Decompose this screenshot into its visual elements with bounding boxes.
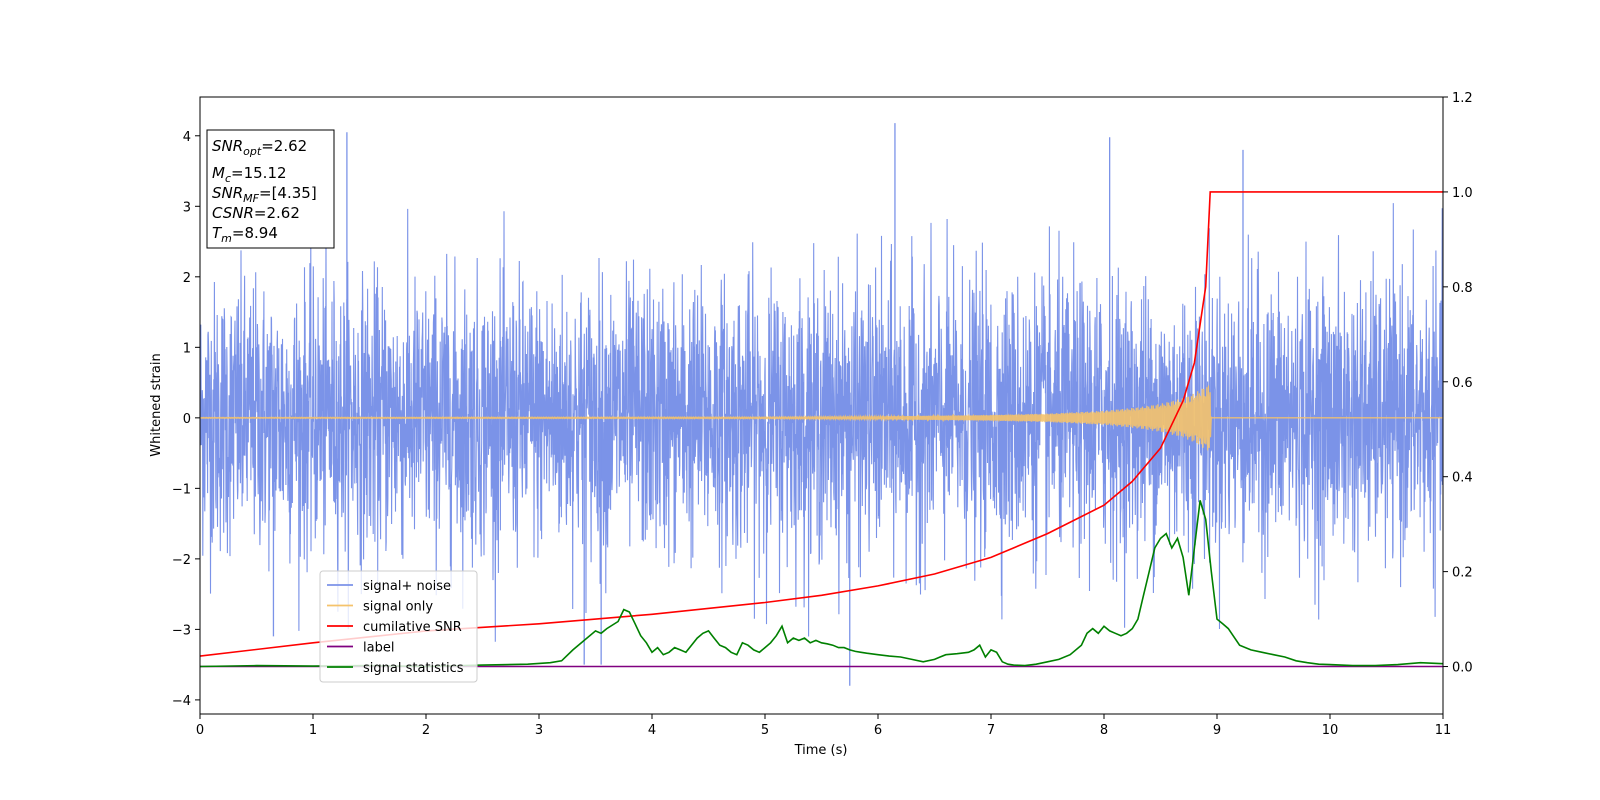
x-tick-label: 5 xyxy=(761,723,769,738)
info-box: SNRopt=2.62 Mc=15.12 SNRMF=[4.35] CSNR=2… xyxy=(206,129,335,249)
series-layer xyxy=(200,123,1443,686)
y-right-tick-label: 0.0 xyxy=(1452,661,1473,676)
y-right-tick-label: 1.0 xyxy=(1452,186,1473,201)
info-snr-mf: SNRMF=[4.35] xyxy=(212,184,317,205)
y-left-tick-label: −1 xyxy=(172,482,191,497)
series-signal-noise xyxy=(200,203,1443,642)
y-left-tick-label: 1 xyxy=(183,341,191,356)
y-right-tick-label: 0.8 xyxy=(1452,281,1473,296)
x-tick-label: 8 xyxy=(1100,723,1108,738)
info-snr-opt: SNRopt=2.62 xyxy=(212,137,307,158)
series-signal-only xyxy=(200,385,1443,451)
y-left-tick-label: 3 xyxy=(183,200,191,215)
info-mc: Mc=15.12 xyxy=(212,164,287,185)
info-csnr: CSNR=2.62 xyxy=(212,204,300,222)
y-left-tick-label: −3 xyxy=(172,623,191,638)
x-tick-label: 1 xyxy=(309,723,317,738)
info-tm: Tm=8.94 xyxy=(212,224,278,245)
y-axis-label: Whitened strain xyxy=(149,353,164,456)
y-left-tick-label: 0 xyxy=(183,412,191,427)
x-tick-label: 6 xyxy=(874,723,882,738)
series-signal-statistics xyxy=(200,500,1443,668)
legend-entry: signal+ noise xyxy=(363,579,451,594)
x-tick-label: 11 xyxy=(1435,723,1452,738)
x-tick-label: 0 xyxy=(196,723,204,738)
legend-frame xyxy=(319,570,478,683)
y-left-tick-label: −2 xyxy=(172,553,191,568)
legend-entry: label xyxy=(363,641,394,656)
y-right-tick-label: 0.6 xyxy=(1452,376,1473,391)
x-tick-label: 2 xyxy=(422,723,430,738)
y-right-tick-label: 0.4 xyxy=(1452,471,1473,486)
legend: signal+ noise signal only cumilative SNR la… xyxy=(319,570,478,683)
legend-entry: cumilative SNR xyxy=(363,620,462,635)
x-tick-label: 7 xyxy=(987,723,995,738)
x-tick-label: 4 xyxy=(648,723,656,738)
y-left-tick-label: 2 xyxy=(183,271,191,286)
y-left-tick-label: −4 xyxy=(172,694,191,709)
x-axis-label: Time (s) xyxy=(794,743,848,758)
axes-layer: 0 1 2 3 4 5 6 7 8 9 10 11 −4 −3 −2 −1 0 1 2 3 4 0.0 0.2 0.4 0.6 0… xyxy=(172,91,1473,738)
plot-frame xyxy=(199,96,1444,715)
x-tick-label: 3 xyxy=(535,723,543,738)
y-left-tick-label: 4 xyxy=(183,130,191,145)
series-cumulative-snr xyxy=(200,191,1443,657)
legend-entry: signal only xyxy=(363,600,433,615)
y-right-tick-label: 0.2 xyxy=(1452,566,1473,581)
y-right-tick-label: 1.2 xyxy=(1452,91,1473,106)
info-box-frame xyxy=(206,129,335,249)
x-tick-label: 10 xyxy=(1322,723,1339,738)
legend-entry: signal statistics xyxy=(363,661,464,676)
x-tick-label: 9 xyxy=(1213,723,1221,738)
